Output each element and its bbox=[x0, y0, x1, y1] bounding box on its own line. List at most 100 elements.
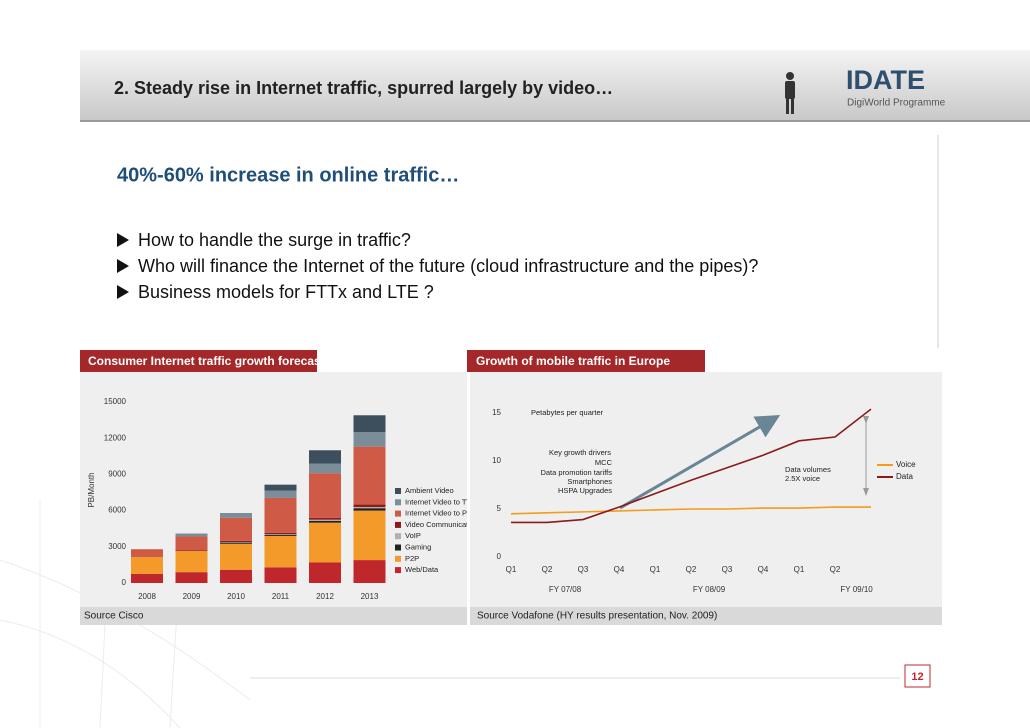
panel-divider bbox=[467, 372, 470, 625]
bar-segment bbox=[353, 560, 386, 583]
bar-segment bbox=[353, 504, 386, 507]
bullet-list: How to handle the surge in traffic? Who … bbox=[117, 230, 758, 302]
x-tick-label: Q3 bbox=[722, 565, 733, 574]
x-tick-label: 2012 bbox=[316, 592, 334, 601]
chart-title: Growth of mobile traffic in Europe bbox=[476, 354, 670, 368]
x-tick-label: Q3 bbox=[578, 565, 589, 574]
legend-swatch bbox=[395, 567, 401, 574]
legend-label: Web/Data bbox=[405, 565, 439, 574]
x-tick-label: Q4 bbox=[758, 565, 769, 574]
x-tick-label: Q2 bbox=[686, 565, 697, 574]
bar-segment bbox=[353, 506, 386, 509]
legend-swatch bbox=[395, 499, 401, 506]
bar-segment bbox=[220, 569, 252, 583]
y-tick-label: 3000 bbox=[108, 542, 126, 551]
bar-segment bbox=[264, 534, 297, 535]
legend-label: P2P bbox=[405, 554, 419, 563]
legend-label: Internet Video to PC bbox=[405, 509, 473, 518]
bar-segment bbox=[309, 522, 341, 563]
page-number: 12 bbox=[911, 671, 923, 683]
bar-segment bbox=[175, 551, 208, 573]
bar-segment bbox=[220, 543, 252, 570]
x-tick-label: 2011 bbox=[272, 592, 290, 601]
x-tick-label: 2010 bbox=[227, 592, 245, 601]
y-tick-label: 6000 bbox=[108, 506, 126, 515]
header-title: 2. Steady rise in Internet traffic, spur… bbox=[114, 78, 613, 98]
annotation: Key growth drivers bbox=[549, 448, 611, 457]
chart-source: Source Cisco bbox=[84, 611, 144, 622]
bar-segment bbox=[309, 562, 341, 583]
y-tick-label: 12000 bbox=[104, 433, 127, 442]
legend-label: Voice bbox=[896, 460, 916, 469]
bullet-marker bbox=[117, 233, 129, 247]
bar-segment bbox=[220, 540, 252, 542]
bar-segment bbox=[353, 432, 386, 447]
legend: Ambient Video Internet Video to TV Interne… bbox=[395, 486, 482, 574]
bar-segment bbox=[220, 542, 252, 544]
x-tick-label: 2009 bbox=[183, 592, 201, 601]
legend-swatch bbox=[395, 510, 401, 517]
y-tick-label: 0 bbox=[122, 578, 127, 587]
bar-segment bbox=[264, 490, 297, 498]
bar-segment bbox=[264, 535, 297, 568]
legend-label: Data bbox=[896, 472, 913, 481]
legend-swatch bbox=[395, 488, 401, 494]
legend-swatch bbox=[395, 544, 401, 551]
bar-segment bbox=[309, 473, 341, 518]
bullet-marker bbox=[117, 285, 129, 299]
person-icon bbox=[785, 72, 795, 114]
header-band bbox=[80, 50, 1030, 120]
x-tick-label: Q1 bbox=[650, 565, 661, 574]
data-line bbox=[511, 408, 872, 524]
bar-segment bbox=[264, 534, 297, 536]
y-axis-label: PB/Month bbox=[87, 472, 96, 507]
annotation: HSPA Upgrades bbox=[558, 486, 612, 495]
bar-segment bbox=[175, 550, 208, 552]
legend-swatch bbox=[395, 555, 401, 562]
bar-segment bbox=[309, 450, 341, 464]
legend-label: Internet Video to TV bbox=[405, 497, 471, 506]
source-bar bbox=[80, 607, 942, 625]
legend-label: Gaming bbox=[405, 542, 431, 551]
bar-segment bbox=[264, 567, 297, 583]
bar-segment bbox=[353, 415, 386, 433]
legend-swatch bbox=[395, 533, 401, 540]
legend-swatch bbox=[395, 521, 401, 528]
annotation: 2.5X voice bbox=[785, 474, 820, 483]
bar-segment bbox=[353, 510, 386, 561]
logo: IDATE bbox=[846, 65, 925, 95]
y-tick-label: 15 bbox=[492, 408, 501, 417]
trend-arrow bbox=[619, 414, 781, 510]
x-tick-label: 2008 bbox=[138, 592, 156, 601]
legend-label: VoIP bbox=[405, 531, 421, 540]
chart-title-bar bbox=[467, 350, 705, 372]
bar-segment bbox=[175, 533, 208, 537]
bar-segment bbox=[175, 536, 208, 551]
charts: 0 3000 6000 9000 12000 15000 PB/Month 2008 2009 2… bbox=[87, 397, 916, 601]
chart-source: Source Vodafone (HY results presentation… bbox=[477, 611, 717, 622]
bullet-marker bbox=[117, 259, 129, 273]
bar-segment bbox=[353, 446, 386, 505]
y-tick-label: 5 bbox=[497, 504, 502, 513]
bar-segment bbox=[309, 519, 341, 521]
legend-label: Video Communications bbox=[405, 520, 482, 529]
bar-segment bbox=[264, 532, 297, 535]
annotation: Petabytes per quarter bbox=[531, 408, 604, 417]
bar-segment bbox=[264, 484, 297, 491]
bar-segment bbox=[131, 557, 163, 574]
bar-segment bbox=[220, 517, 252, 541]
bar-segment bbox=[131, 549, 163, 558]
bullet-text: How to handle the surge in traffic? bbox=[138, 230, 411, 250]
bar-segment bbox=[309, 517, 341, 520]
category-group-label: FY 08/09 bbox=[693, 585, 726, 594]
category-group-label: FY 09/10 bbox=[840, 585, 873, 594]
data-line bbox=[510, 506, 871, 515]
subtitle: 40%-60% increase in online traffic… bbox=[117, 164, 459, 186]
x-tick-label: Q2 bbox=[542, 565, 553, 574]
x-tick-label: Q4 bbox=[614, 565, 625, 574]
x-tick-label: 2013 bbox=[361, 592, 379, 601]
annotation: Data promotion tariffs bbox=[540, 468, 612, 477]
page-number-box bbox=[904, 664, 931, 688]
y-tick-label: 0 bbox=[497, 552, 502, 561]
